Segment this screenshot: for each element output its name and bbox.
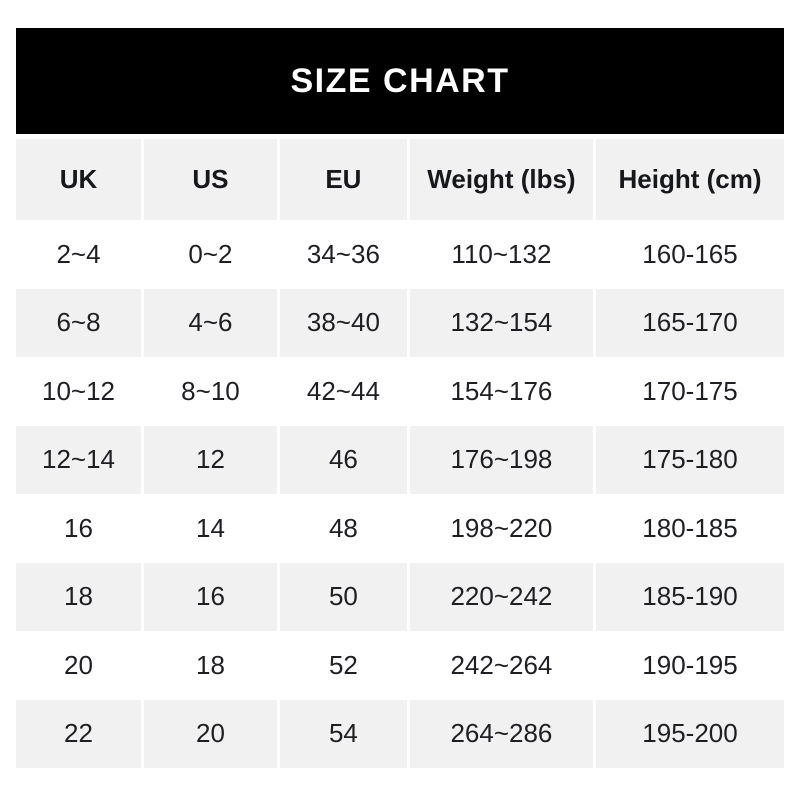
table-cell: 198~220	[409, 494, 593, 563]
table-cell: 0~2	[144, 220, 277, 289]
title-banner: SIZE CHART	[16, 28, 784, 134]
table-cell: 34~36	[279, 220, 407, 289]
table-cell: 220~242	[409, 562, 593, 631]
table-cell: 180-185	[595, 494, 784, 563]
table-cell: 14	[144, 494, 277, 563]
table-cell: 132~154	[409, 288, 593, 357]
table-cell: 38~40	[279, 288, 407, 357]
table-cell: 154~176	[409, 357, 593, 426]
table-cell: 110~132	[409, 220, 593, 289]
table-cell: 185-190	[595, 562, 784, 631]
table-cell: 195-200	[595, 699, 784, 768]
page-title: SIZE CHART	[290, 61, 510, 100]
table-cell: 48	[279, 494, 407, 563]
table-cell: 264~286	[409, 699, 593, 768]
table-cell: 20	[16, 631, 142, 700]
table-cell: 12	[144, 425, 277, 494]
table-cell: 18	[144, 631, 277, 700]
table-cell: 16	[144, 562, 277, 631]
table-cell: 6~8	[16, 288, 142, 357]
table-cell: 20	[144, 699, 277, 768]
table-cell: 4~6	[144, 288, 277, 357]
column-header-weight: Weight (lbs)	[409, 139, 593, 220]
column-header-height: Height (cm)	[595, 139, 784, 220]
table-cell: 2~4	[16, 220, 142, 289]
table-cell: 12~14	[16, 425, 142, 494]
size-chart-panel: SIZE CHART UK US EU Weight (lbs) Height …	[16, 0, 784, 768]
table-cell: 50	[279, 562, 407, 631]
table-cell: 160-165	[595, 220, 784, 289]
table-cell: 54	[279, 699, 407, 768]
column-header-uk: UK	[16, 139, 142, 220]
table-cell: 165-170	[595, 288, 784, 357]
table-cell: 242~264	[409, 631, 593, 700]
table-cell: 22	[16, 699, 142, 768]
table-cell: 52	[279, 631, 407, 700]
size-table: UK US EU Weight (lbs) Height (cm) 2~4 0~…	[16, 139, 784, 768]
column-header-eu: EU	[279, 139, 407, 220]
table-cell: 16	[16, 494, 142, 563]
table-cell: 8~10	[144, 357, 277, 426]
table-cell: 190-195	[595, 631, 784, 700]
table-cell: 170-175	[595, 357, 784, 426]
table-cell: 176~198	[409, 425, 593, 494]
table-cell: 175-180	[595, 425, 784, 494]
table-cell: 18	[16, 562, 142, 631]
table-cell: 46	[279, 425, 407, 494]
table-cell: 10~12	[16, 357, 142, 426]
table-cell: 42~44	[279, 357, 407, 426]
column-header-us: US	[144, 139, 277, 220]
